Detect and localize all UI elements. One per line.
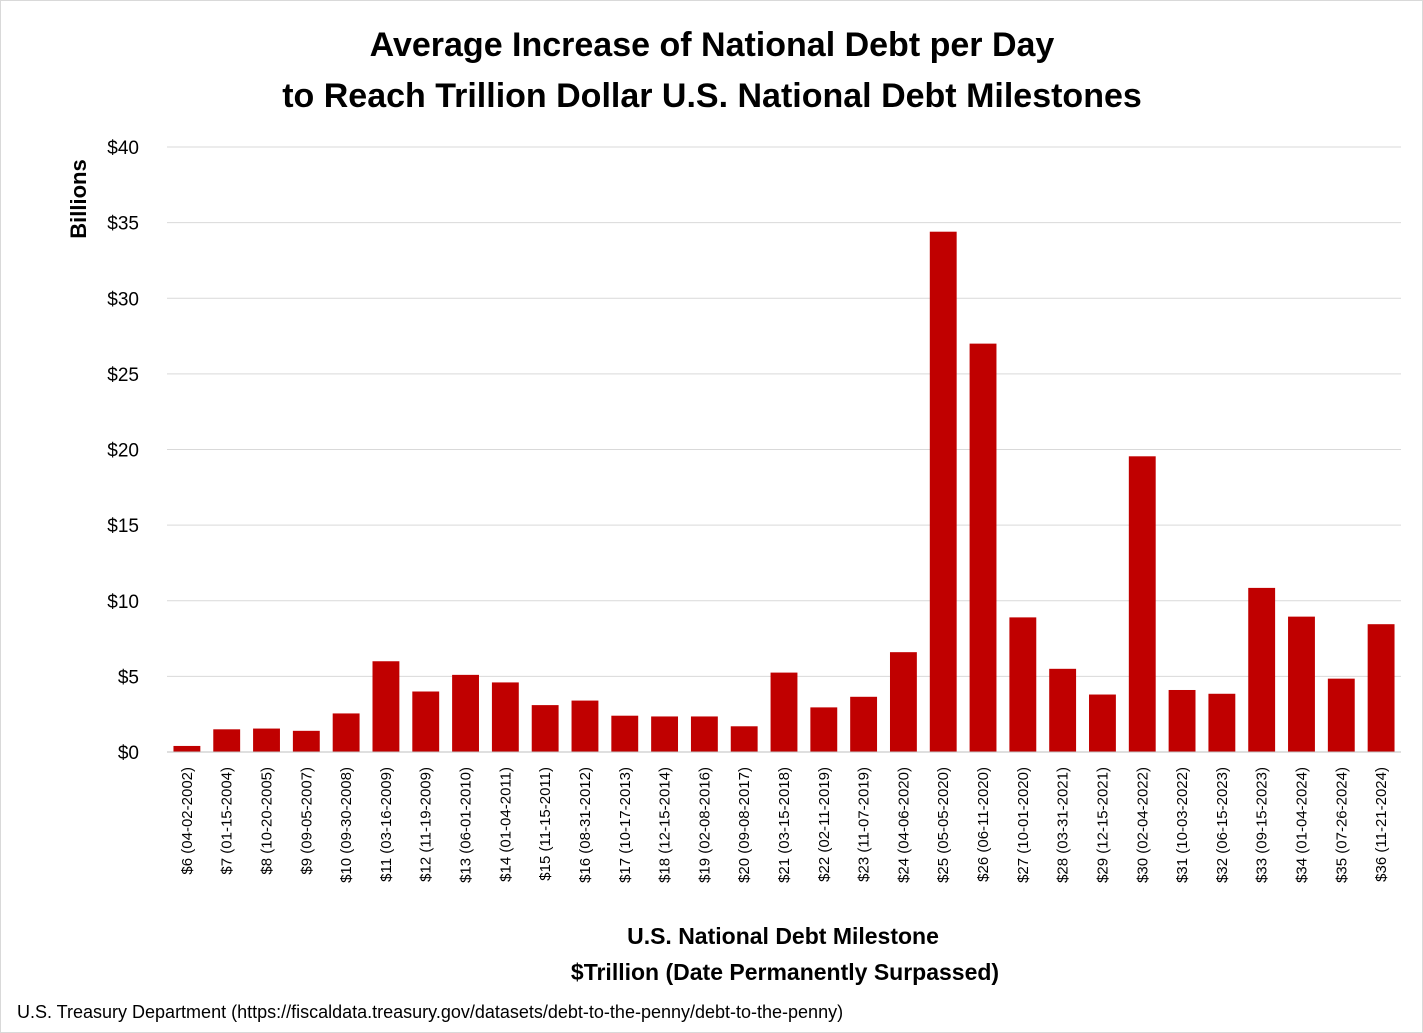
bar [1009, 617, 1037, 752]
bar [1128, 456, 1156, 752]
x-tick-label: $23 (11-07-2019) [856, 767, 873, 882]
bar [730, 726, 758, 752]
x-tick-label: $6 (04-02-2002) [179, 767, 196, 875]
chart-title-line-1: Average Increase of National Debt per Da… [370, 26, 1055, 64]
x-tick-label: $21 (03-15-2018) [776, 767, 793, 883]
x-axis-label-line-2: $Trillion (Date Permanently Surpassed) [571, 959, 999, 985]
x-tick-label: $16 (08-31-2012) [577, 767, 594, 883]
x-tick-label: $31 (10-03-2022) [1174, 767, 1191, 883]
bar [810, 707, 838, 752]
y-tick-label: $35 [107, 214, 139, 235]
x-tick-label: $7 (01-15-2004) [219, 767, 236, 875]
x-tick-label: $8 (10-20-2005) [259, 767, 276, 875]
x-tick-label: $26 (06-11-2020) [975, 767, 992, 882]
x-tick-label: $30 (02-04-2022) [1134, 767, 1151, 883]
x-tick-label: $29 (12-15-2021) [1094, 767, 1111, 883]
bars [173, 231, 1395, 752]
bar [253, 728, 280, 752]
x-tick-label: $35 (07-26-2024) [1333, 767, 1350, 883]
x-tick-label: $28 (03-31-2021) [1055, 767, 1072, 883]
x-tick-label: $32 (06-15-2023) [1214, 767, 1231, 883]
bar [571, 700, 599, 752]
x-tick-label: $34 (01-04-2024) [1293, 767, 1310, 883]
x-tick-label: $12 (11-19-2009) [418, 767, 435, 882]
x-tick-label: $22 (02-11-2019) [816, 767, 833, 882]
x-tick-label: $18 (12-15-2014) [657, 767, 674, 883]
x-tick-label: $27 (10-01-2020) [1015, 767, 1032, 883]
bar [292, 730, 320, 752]
source-note: U.S. Treasury Department (https://fiscal… [17, 1002, 843, 1022]
bar [531, 705, 559, 752]
bar [889, 652, 917, 752]
bar [611, 715, 639, 752]
bar [651, 716, 679, 752]
bar [1089, 694, 1116, 752]
bar [1049, 668, 1077, 752]
bar [372, 661, 400, 752]
y-tick-label: $15 [107, 516, 139, 537]
bar [929, 231, 957, 752]
x-tick-label: $24 (04-06-2020) [895, 767, 912, 883]
x-axis-label-line-1: U.S. National Debt Milestone [627, 923, 939, 949]
y-tick-label: $0 [118, 743, 139, 764]
y-axis-label: Billions [66, 159, 91, 238]
x-tick-label: $13 (06-01-2010) [458, 767, 475, 883]
y-tick-labels: $0 $5 $10 $15 $20 $25 $30 $35 $40 [107, 138, 139, 764]
bar [969, 343, 997, 752]
x-tick-label: $36 (11-21-2024) [1373, 767, 1390, 882]
x-tick-label: $14 (01-04-2011) [497, 767, 514, 882]
x-tick-label: $15 (11-15-2011) [537, 767, 554, 881]
x-tick-labels: $6 (04-02-2002) $7 (01-15-2004) $8 (10-20-… [179, 767, 1390, 883]
x-tick-label: $25 (05-05-2020) [935, 767, 952, 883]
y-tick-label: $30 [107, 289, 139, 310]
gridlines [167, 146, 1401, 677]
y-tick-label: $40 [107, 138, 139, 159]
x-tick-label: $9 (09-05-2007) [298, 767, 315, 875]
x-tick-label: $11 (03-16-2009) [378, 767, 395, 882]
bar [213, 729, 241, 752]
chart-title-line-2: to Reach Trillion Dollar U.S. National D… [282, 77, 1142, 115]
y-tick-label: $20 [107, 441, 139, 462]
bar [770, 672, 798, 752]
bar [1208, 693, 1236, 752]
bar [1367, 624, 1395, 752]
x-tick-label: $20 (09-08-2017) [736, 767, 753, 883]
x-tick-label: $17 (10-17-2013) [617, 767, 634, 883]
y-tick-label: $5 [118, 667, 139, 688]
x-tick-label: $10 (09-30-2008) [338, 767, 355, 883]
bar [1168, 689, 1196, 752]
bar [690, 716, 718, 752]
bar [1288, 616, 1315, 752]
bar [412, 691, 440, 752]
bar [491, 682, 519, 752]
y-tick-label: $25 [107, 365, 139, 386]
x-tick-label: $19 (02-08-2016) [696, 767, 713, 883]
bar [173, 745, 201, 752]
bar [1327, 678, 1355, 752]
bar [1248, 587, 1276, 752]
bar [850, 696, 878, 752]
y-tick-label: $10 [107, 592, 139, 613]
bar [452, 674, 479, 752]
x-tick-label: $33 (09-15-2023) [1254, 767, 1271, 883]
bar [332, 713, 360, 752]
